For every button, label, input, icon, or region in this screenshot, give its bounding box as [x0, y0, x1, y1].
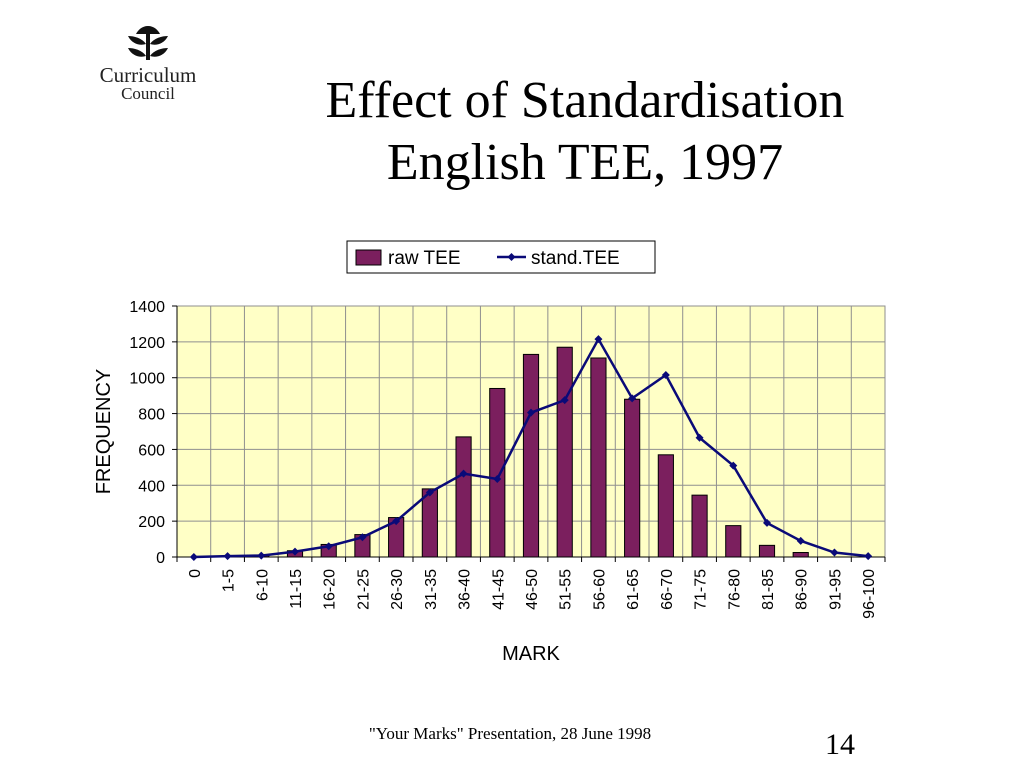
y-tick-label: 400 — [138, 478, 165, 495]
bar-raw-tee — [522, 353, 540, 558]
y-axis-title: FREQUENCY — [93, 369, 115, 495]
x-tick-label: 26-30 — [389, 569, 406, 610]
x-tick-label: 86-90 — [794, 569, 811, 610]
point-stand-tee — [796, 536, 805, 545]
point-stand-tee — [830, 548, 839, 557]
point-stand-tee — [729, 461, 738, 470]
legend-swatch-raw-tee — [355, 249, 382, 266]
x-tick-label: 96-100 — [861, 569, 878, 619]
point-stand-tee — [594, 335, 603, 344]
x-tick-label: 16-20 — [322, 569, 339, 610]
bar-raw-tee — [792, 552, 809, 558]
y-tick-label: 800 — [138, 407, 165, 424]
x-tick-label: 76-80 — [726, 569, 743, 610]
point-stand-tee — [358, 533, 367, 542]
curriculum-council-logo: Curriculum Council — [92, 22, 204, 112]
point-stand-tee — [392, 517, 401, 526]
bar-raw-tee — [725, 525, 742, 558]
x-tick-label: 61-65 — [625, 569, 642, 610]
x-tick-label: 1-5 — [221, 569, 238, 592]
point-stand-tee — [864, 552, 873, 561]
bar-raw-tee — [624, 398, 641, 558]
point-stand-tee — [493, 475, 502, 484]
page-number: 14 — [825, 728, 855, 761]
x-tick-label: 6-10 — [254, 569, 271, 601]
y-tick-label: 0 — [156, 550, 165, 567]
x-tick-label: 56-60 — [591, 569, 608, 610]
legend-marker-stand-tee — [507, 253, 516, 261]
point-stand-tee — [527, 408, 535, 417]
logo-leaf-icon — [128, 26, 168, 60]
point-stand-tee — [291, 547, 299, 556]
point-stand-tee — [661, 371, 670, 380]
footer-text: "Your Marks" Presentation, 28 June 1998 — [368, 724, 652, 743]
point-stand-tee — [459, 469, 468, 478]
bar-raw-tee — [691, 494, 708, 558]
title-line-2: English TEE, 1997 — [386, 134, 784, 191]
x-axis-title: MARK — [502, 643, 560, 665]
bar-raw-tee — [590, 357, 607, 558]
title-line-1: Effect of Standardisation — [325, 72, 845, 129]
x-tick-label: 21-25 — [355, 569, 372, 610]
y-tick-label: 1000 — [129, 371, 165, 388]
point-stand-tee — [695, 433, 704, 442]
slide-title: Effect of Standardisation English TEE, 1… — [230, 70, 940, 194]
point-stand-tee — [257, 551, 266, 560]
x-tick-label: 41-45 — [490, 569, 507, 610]
bar-raw-tee — [657, 454, 674, 558]
logo-subtitle: Council — [121, 84, 175, 103]
bar-raw-tee — [556, 346, 573, 558]
point-stand-tee — [324, 542, 333, 551]
point-stand-tee — [425, 488, 434, 497]
x-tick-label: 31-35 — [423, 569, 440, 610]
point-stand-tee — [628, 394, 637, 403]
y-tick-label: 600 — [138, 442, 165, 459]
legend-label-raw-tee: raw TEE — [388, 248, 461, 269]
y-tick-label: 1200 — [129, 335, 165, 352]
x-tick-label: 71-75 — [693, 569, 710, 610]
logo-name: Curriculum — [99, 63, 197, 87]
x-tick-label: 46-50 — [524, 569, 541, 610]
point-stand-tee — [189, 553, 198, 561]
bar-raw-tee — [421, 488, 438, 558]
bar-raw-tee — [455, 436, 472, 558]
x-tick-label: 81-85 — [760, 569, 777, 610]
bar-raw-tee — [758, 544, 776, 558]
x-tick-label: 36-40 — [457, 569, 474, 610]
y-tick-label: 1400 — [129, 299, 165, 316]
point-stand-tee — [763, 518, 771, 527]
x-tick-label: 11-15 — [288, 569, 305, 609]
x-tick-label: 0 — [187, 569, 204, 578]
x-tick-label: 51-55 — [558, 569, 575, 610]
bar-raw-tee — [489, 387, 506, 558]
x-tick-label: 66-70 — [659, 569, 676, 610]
point-stand-tee — [560, 396, 569, 405]
point-stand-tee — [223, 552, 232, 561]
legend-label-stand-tee: stand.TEE — [531, 248, 620, 269]
y-tick-label: 200 — [138, 514, 165, 531]
x-tick-label: 91-95 — [827, 569, 844, 610]
